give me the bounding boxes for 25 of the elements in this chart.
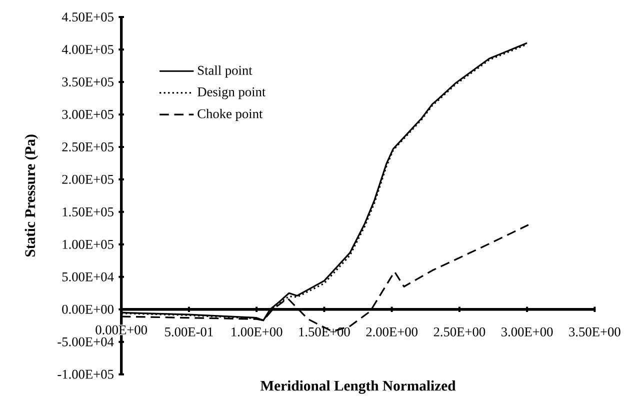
y-tick-label: 4.00E+05 bbox=[62, 44, 114, 54]
x-tick-label: 3.00E+00 bbox=[502, 327, 553, 336]
x-tick-label: 3.50E+00 bbox=[569, 327, 620, 336]
y-tick-label: 3.00E+05 bbox=[62, 110, 114, 119]
legend-label: Stall point bbox=[198, 65, 252, 78]
x-tick-label: 1.00E+00 bbox=[232, 327, 282, 336]
x-tick-label: 2.00E+00 bbox=[366, 327, 418, 336]
y-tick-label: 5.00E+04 bbox=[62, 272, 114, 282]
x-tick-label: 2.50E+00 bbox=[434, 327, 486, 336]
x-tick-label: 0.00E+00 bbox=[96, 325, 148, 334]
x-tick-label: 5.00E-01 bbox=[165, 327, 213, 336]
y-axis-title: Static Pressure (Pa) bbox=[24, 134, 38, 257]
y-tick-label: 2.50E+05 bbox=[62, 142, 114, 152]
y-tick-label: -5.00E+04 bbox=[58, 337, 114, 346]
x-axis-title: Meridional Length Normalized bbox=[260, 380, 456, 394]
y-tick-label: 4.50E+05 bbox=[62, 12, 114, 22]
y-tick-label: 1.50E+05 bbox=[62, 207, 114, 216]
legend-label: Choke point bbox=[198, 108, 263, 121]
y-tick-label: -1.00E+05 bbox=[58, 370, 114, 379]
y-tick-label: 2.00E+05 bbox=[62, 174, 114, 184]
y-tick-label: 0.00E+00 bbox=[62, 304, 114, 314]
y-tick-label: 3.50E+05 bbox=[62, 77, 114, 87]
legend-label: Design point bbox=[198, 87, 266, 100]
y-tick-label: 1.00E+05 bbox=[62, 240, 114, 249]
x-tick-label: 1.50E+00 bbox=[299, 327, 350, 336]
